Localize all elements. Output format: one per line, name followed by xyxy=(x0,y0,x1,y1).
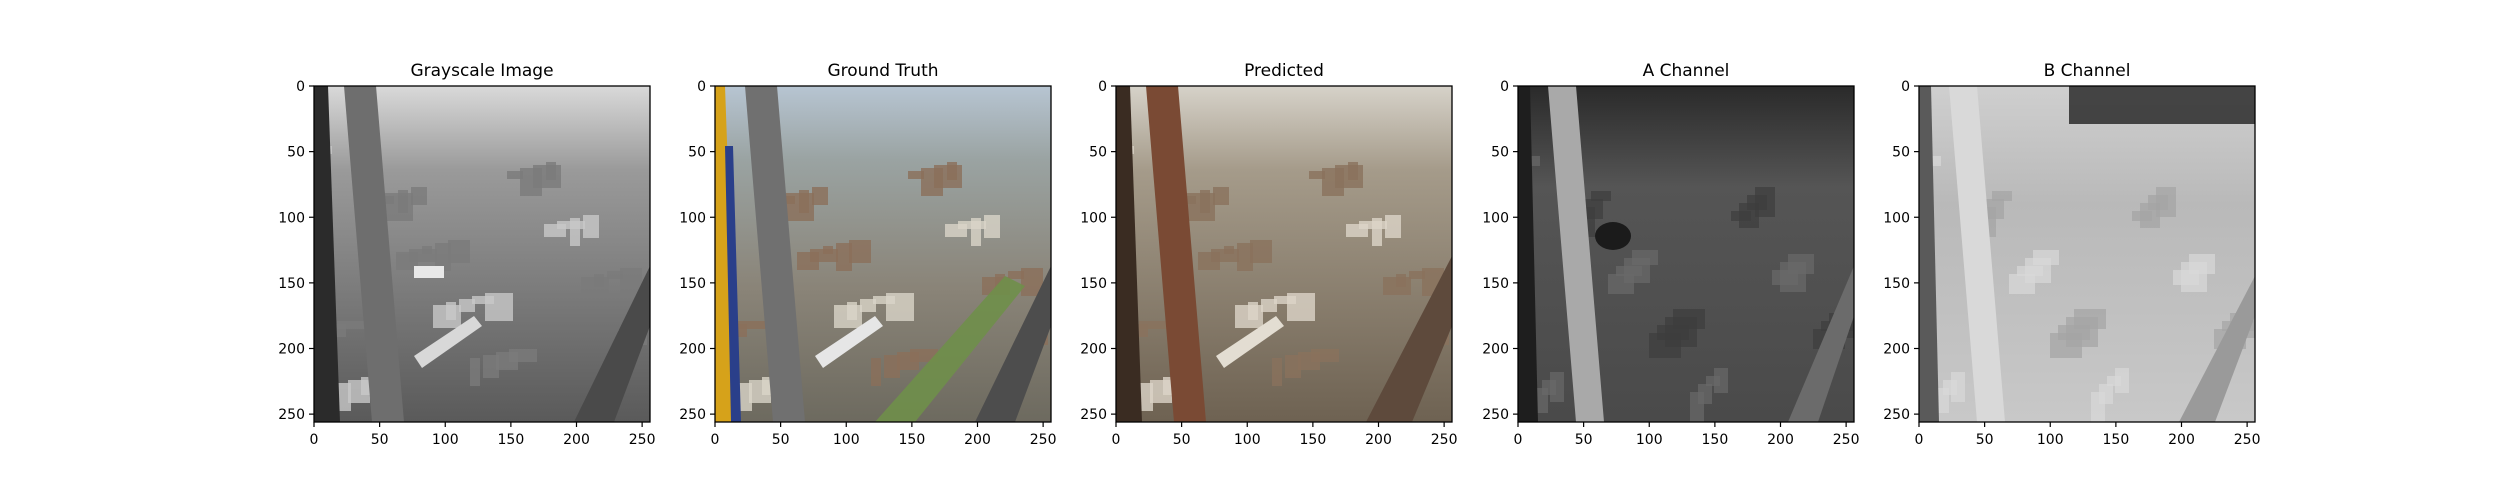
y-tick-label: 250 xyxy=(278,407,305,423)
y-tick-label: 250 xyxy=(679,407,706,423)
panel-title-b-channel: B Channel xyxy=(2044,61,2131,81)
x-tick-label: 0 xyxy=(1514,432,1523,448)
y-tick-label: 100 xyxy=(1482,210,1509,226)
x-tick-label: 200 xyxy=(2168,432,2195,448)
x-tick-label: 100 xyxy=(833,432,860,448)
axes-frame-grayscale xyxy=(313,85,651,423)
axes-frame-ground-truth xyxy=(714,85,1052,423)
x-tick-label: 0 xyxy=(711,432,720,448)
y-tick-label: 150 xyxy=(679,276,706,292)
x-tick-label: 50 xyxy=(772,432,790,448)
x-tick-label: 150 xyxy=(2103,432,2130,448)
panel-title-predicted: Predicted xyxy=(1244,61,1324,81)
y-tick-label: 100 xyxy=(278,210,305,226)
axes-frame-a-channel xyxy=(1517,85,1855,423)
x-tick-label: 250 xyxy=(1431,432,1458,448)
y-tick-label: 150 xyxy=(1883,276,1910,292)
x-tick-label: 0 xyxy=(310,432,319,448)
x-tick-label: 50 xyxy=(1976,432,1994,448)
panel-b-channel: B Channel 0 50 100 150 200 250 0 50 100 150 200 250 xyxy=(1883,61,2261,448)
x-tick-label: 150 xyxy=(1300,432,1327,448)
y-tick-label: 50 xyxy=(1491,145,1509,161)
panel-title-ground-truth: Ground Truth xyxy=(827,61,938,81)
y-tick-label: 50 xyxy=(1892,145,1910,161)
y-tick-label: 0 xyxy=(296,79,305,95)
x-tick-label: 50 xyxy=(371,432,389,448)
panel-image-ground-truth xyxy=(715,86,1051,422)
x-tick-label: 0 xyxy=(1915,432,1924,448)
x-tick-label: 50 xyxy=(1575,432,1593,448)
x-tick-label: 250 xyxy=(1030,432,1057,448)
y-tick-label: 50 xyxy=(688,145,706,161)
x-tick-label: 50 xyxy=(1173,432,1191,448)
x-tick-label: 200 xyxy=(964,432,991,448)
y-tick-label: 200 xyxy=(1080,342,1107,358)
panel-grayscale: Grayscale Image 0 50 100 150 200 250 0 50 100 150 2… xyxy=(278,61,655,448)
y-tick-label: 200 xyxy=(278,342,305,358)
x-tick-label: 250 xyxy=(629,432,656,448)
x-tick-label: 250 xyxy=(1833,432,1860,448)
x-tick-label: 250 xyxy=(2234,432,2261,448)
panel-predicted: Predicted 0 50 100 150 200 250 0 50 100 150 200 250 xyxy=(1080,61,1457,448)
y-tick-label: 100 xyxy=(1883,210,1910,226)
x-tick-label: 150 xyxy=(1702,432,1729,448)
x-tick-label: 200 xyxy=(563,432,590,448)
panel-image-b-channel xyxy=(1919,86,2255,422)
x-tick-label: 200 xyxy=(1365,432,1392,448)
x-tick-label: 100 xyxy=(1234,432,1261,448)
y-tick-label: 100 xyxy=(679,210,706,226)
y-tick-label: 0 xyxy=(1098,79,1107,95)
panel-a-channel: A Channel 0 50 100 150 200 250 0 50 100 150 200 250 xyxy=(1482,61,1860,448)
panel-image-grayscale xyxy=(314,86,650,422)
x-tick-label: 150 xyxy=(899,432,926,448)
y-tick-label: 150 xyxy=(1080,276,1107,292)
y-tick-label: 200 xyxy=(1883,342,1910,358)
y-tick-label: 0 xyxy=(1901,79,1910,95)
y-tick-label: 250 xyxy=(1482,407,1509,423)
y-tick-label: 150 xyxy=(1482,276,1509,292)
y-tick-label: 250 xyxy=(1080,407,1107,423)
x-tick-label: 150 xyxy=(498,432,525,448)
panel-image-a-channel xyxy=(1518,86,1854,422)
x-tick-label: 200 xyxy=(1767,432,1794,448)
y-tick-label: 50 xyxy=(287,145,305,161)
y-tick-label: 250 xyxy=(1883,407,1910,423)
panel-image-predicted xyxy=(1116,86,1452,422)
panel-title-a-channel: A Channel xyxy=(1643,61,1730,81)
x-tick-label: 100 xyxy=(1636,432,1663,448)
y-tick-label: 200 xyxy=(679,342,706,358)
y-tick-label: 50 xyxy=(1089,145,1107,161)
x-tick-label: 0 xyxy=(1112,432,1121,448)
x-tick-label: 100 xyxy=(432,432,459,448)
panel-title-grayscale: Grayscale Image xyxy=(410,61,553,81)
y-tick-label: 150 xyxy=(278,276,305,292)
y-tick-label: 100 xyxy=(1080,210,1107,226)
y-tick-label: 0 xyxy=(697,79,706,95)
axes-frame-b-channel xyxy=(1918,85,2256,423)
panel-ground-truth: Ground Truth 0 50 100 150 200 250 0 50 100 150 200 2… xyxy=(679,61,1056,448)
y-tick-label: 0 xyxy=(1500,79,1509,95)
y-tick-label: 200 xyxy=(1482,342,1509,358)
axes-frame-predicted xyxy=(1115,85,1453,423)
x-tick-label: 100 xyxy=(2037,432,2064,448)
